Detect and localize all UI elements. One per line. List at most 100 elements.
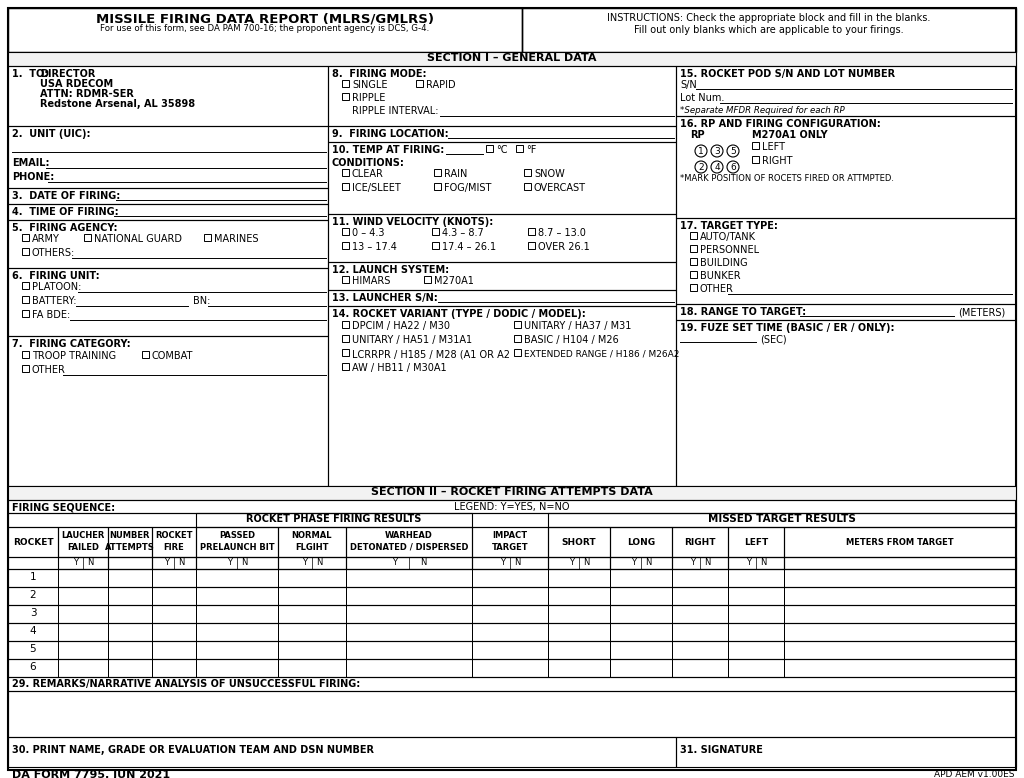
Text: 4.3 – 8.7: 4.3 – 8.7 [442,228,483,238]
Text: (METERS): (METERS) [958,307,1006,317]
Bar [434,169,441,176]
Bar [346,569,472,587]
Bar [152,605,196,623]
Bar [22,234,29,241]
Bar [204,234,211,241]
Text: °F: °F [526,145,537,155]
Bar [784,557,1016,569]
Text: N: N [760,558,766,567]
Text: 10. TEMP AT FIRING:: 10. TEMP AT FIRING: [332,145,444,155]
Bar [728,557,784,569]
Bar [152,641,196,659]
Bar [346,659,472,677]
Text: BATTERY:: BATTERY: [32,296,77,306]
Text: 12. LAUNCH SYSTEM:: 12. LAUNCH SYSTEM: [332,265,450,275]
Text: 1: 1 [698,147,703,156]
Bar [672,587,728,605]
Text: Y: Y [165,558,170,567]
Text: SECTION II – ROCKET FIRING ATTEMPTS DATA: SECTION II – ROCKET FIRING ATTEMPTS DATA [371,487,653,497]
Text: BASIC / H104 / M26: BASIC / H104 / M26 [524,335,618,345]
Text: 15. ROCKET POD S/N AND LOT NUMBER: 15. ROCKET POD S/N AND LOT NUMBER [680,69,895,79]
Text: RAIN: RAIN [444,169,467,179]
Bar [676,66,1016,116]
Text: CONDITIONS:: CONDITIONS: [332,158,404,168]
Text: BUILDING: BUILDING [700,258,748,268]
Bar [152,623,196,641]
Bar [328,66,676,126]
Bar [784,623,1016,641]
Bar [548,623,610,641]
Bar [690,245,697,252]
Bar [424,276,431,283]
Bar [196,659,278,677]
Text: METERS FROM TARGET: METERS FROM TARGET [846,538,953,547]
Text: 4: 4 [30,626,36,636]
Bar [8,336,328,486]
Text: LEFT: LEFT [743,538,768,547]
Text: 18. RANGE TO TARGET:: 18. RANGE TO TARGET: [680,307,806,317]
Text: ARMY: ARMY [32,234,59,244]
Text: 7.  FIRING CATEGORY:: 7. FIRING CATEGORY: [12,339,131,349]
Bar [108,557,152,569]
Text: ATTN: RDMR-SER: ATTN: RDMR-SER [40,89,134,99]
Bar [548,641,610,659]
Bar [196,569,278,587]
Bar [472,527,548,557]
Bar [548,659,610,677]
Bar [514,335,521,342]
Bar [8,587,1016,605]
Text: RIGHT: RIGHT [684,538,716,547]
Bar [328,290,676,306]
Bar [514,349,521,356]
Text: 11. WIND VELOCITY (KNOTS):: 11. WIND VELOCITY (KNOTS): [332,217,494,227]
Bar [514,321,521,328]
Text: S/N: S/N [680,80,696,90]
Bar [676,304,1016,320]
Bar [278,659,346,677]
Text: BN:: BN: [193,296,210,306]
Bar [196,513,472,527]
Text: 9.  FIRING LOCATION:: 9. FIRING LOCATION: [332,129,449,139]
Text: SHORT: SHORT [562,538,596,547]
Bar [8,569,1016,587]
Bar [610,569,672,587]
Text: Y: Y [392,558,397,567]
Text: 2: 2 [698,163,703,172]
Bar [342,349,349,356]
Bar [342,169,349,176]
Bar [342,321,349,328]
Bar [108,587,152,605]
Bar [528,242,535,249]
Bar [342,335,349,342]
Bar [548,557,610,569]
Text: 17.4 – 26.1: 17.4 – 26.1 [442,242,496,252]
Bar [548,587,610,605]
Bar [8,500,1016,513]
Text: APD AEM v1.00ES: APD AEM v1.00ES [934,770,1014,778]
Text: AUTO/TANK: AUTO/TANK [700,232,756,242]
Bar [784,605,1016,623]
Bar [784,659,1016,677]
Text: Y: Y [746,558,752,567]
Bar [152,659,196,677]
Bar [196,623,278,641]
Bar [328,214,676,262]
Bar [346,557,472,569]
Bar [610,659,672,677]
Text: 5: 5 [30,644,36,654]
Text: IMPACT: IMPACT [493,531,527,540]
Bar [346,587,472,605]
Text: N: N [420,558,426,567]
Bar [472,659,548,677]
Bar [676,218,1016,304]
Text: 0 – 4.3: 0 – 4.3 [352,228,384,238]
Bar [728,641,784,659]
Text: INSTRUCTIONS: Check the appropriate block and fill in the blanks.: INSTRUCTIONS: Check the appropriate bloc… [607,13,931,23]
Text: Y: Y [690,558,695,567]
Text: CLEAR: CLEAR [352,169,384,179]
Bar [328,306,676,486]
Bar [610,587,672,605]
Bar [690,258,697,265]
Bar [342,242,349,249]
Bar [8,52,1016,66]
